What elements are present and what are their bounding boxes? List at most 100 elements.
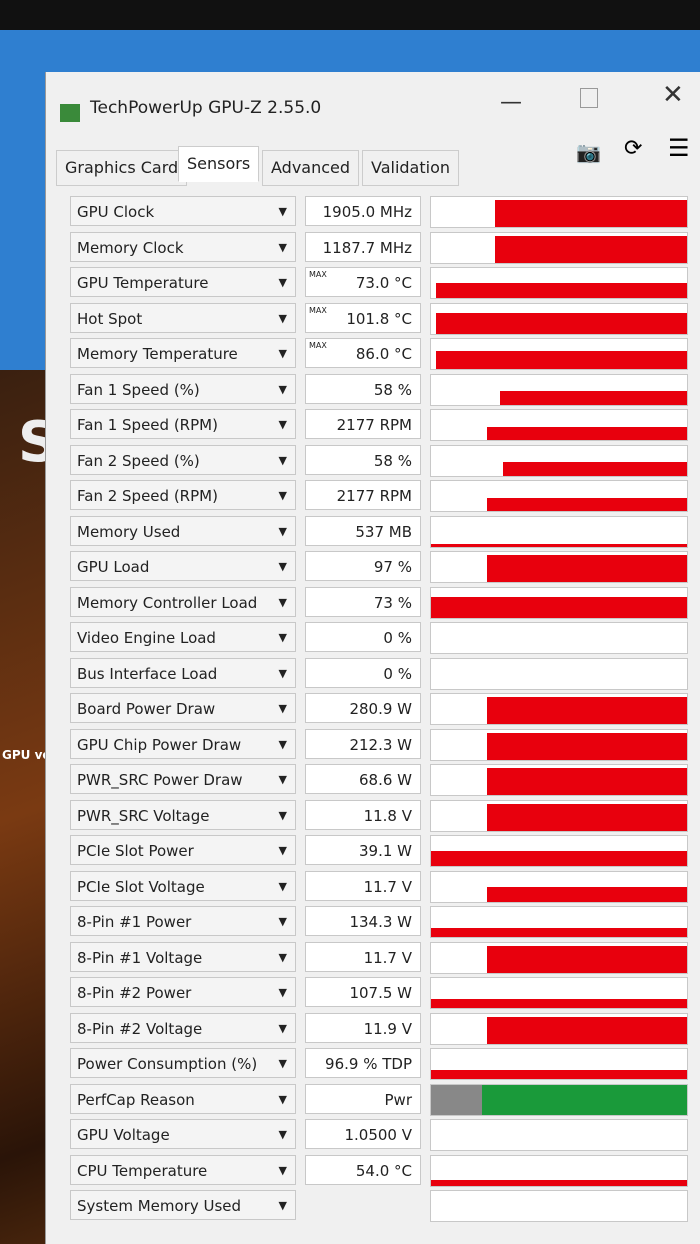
sensor-graph <box>430 444 688 477</box>
sensor-value: 58 % <box>305 444 421 475</box>
graph-fill <box>487 497 687 511</box>
tab[interactable]: Graphics Card <box>56 150 188 186</box>
tab[interactable]: Validation <box>362 150 460 186</box>
dropdown-arrow[interactable]: ▼ <box>278 1163 287 1177</box>
sensor-graph <box>430 1190 688 1222</box>
graph-fill <box>431 596 687 618</box>
dropdown-arrow[interactable]: ▼ <box>278 560 287 573</box>
sensor-graph <box>430 622 688 654</box>
sensor-label[interactable]: PCIe Slot Voltage ▼ <box>70 870 296 901</box>
dropdown-arrow[interactable]: ▼ <box>278 986 287 999</box>
dropdown-arrow[interactable]: ▼ <box>278 631 287 644</box>
dropdown-arrow[interactable]: ▼ <box>278 347 287 360</box>
refresh-button[interactable]: ⟳ <box>624 136 643 161</box>
sensor-value: 11.9 V <box>305 1012 421 1043</box>
dropdown-arrow[interactable]: ▼ <box>278 276 287 289</box>
sensor-graph <box>430 196 688 228</box>
dropdown-arrow[interactable]: ▼ <box>278 382 287 396</box>
sensor-label[interactable]: GPU Temperature ▼ <box>70 267 296 297</box>
sensor-label[interactable]: PerfCap Reason ▼ <box>70 1083 296 1114</box>
close-button[interactable]: ✕ <box>662 80 684 110</box>
dropdown-arrow[interactable]: ▼ <box>278 773 287 786</box>
dropdown-arrow[interactable]: ▼ <box>278 915 287 928</box>
dropdown-arrow[interactable]: ▼ <box>278 1021 287 1035</box>
tab[interactable]: Advanced <box>262 150 360 186</box>
sensor-value: 54.0 °C <box>305 1154 421 1185</box>
sensor-label[interactable]: 8-Pin #2 Power ▼ <box>70 977 296 1007</box>
sensor-value: 0 % <box>305 657 421 688</box>
dropdown-arrow[interactable]: ▼ <box>278 1128 287 1141</box>
sensor-label[interactable]: Fan 1 Speed (RPM) ▼ <box>70 409 296 439</box>
dropdown-arrow[interactable]: ▼ <box>278 524 287 538</box>
sensor-graph <box>430 728 688 761</box>
sensor-value: 39.1 W <box>305 835 421 865</box>
dropdown-arrow[interactable]: ▼ <box>278 1092 287 1106</box>
dropdown-arrow[interactable]: ▼ <box>278 240 287 254</box>
tab[interactable]: Sensors <box>178 146 260 182</box>
sensor-graph <box>430 764 688 796</box>
menu-button[interactable]: ☰ <box>668 134 690 162</box>
sensor-graph <box>430 480 688 512</box>
dropdown-arrow[interactable]: ▼ <box>278 489 287 502</box>
sensor-label[interactable]: Memory Temperature ▼ <box>70 338 296 368</box>
dropdown-arrow[interactable]: ▼ <box>278 205 287 218</box>
sensor-label[interactable]: PWR_SRC Voltage ▼ <box>70 799 296 830</box>
dropdown-arrow[interactable]: ▼ <box>278 453 287 467</box>
sensor-label[interactable]: Memory Controller Load ▼ <box>70 586 296 617</box>
sensor-label[interactable]: Memory Clock ▼ <box>70 231 296 262</box>
dropdown-arrow[interactable]: ▼ <box>278 666 287 680</box>
sensor-label[interactable]: GPU Voltage ▼ <box>70 1119 296 1149</box>
dropdown-arrow[interactable]: ▼ <box>278 950 287 964</box>
sensor-graph <box>430 586 688 619</box>
sensor-graph <box>430 835 688 867</box>
sensor-label[interactable]: GPU Load ▼ <box>70 551 296 581</box>
dropdown-arrow[interactable]: ▼ <box>278 595 287 609</box>
sensor-label[interactable]: PCIe Slot Power ▼ <box>70 835 296 865</box>
dropdown-arrow[interactable]: ▼ <box>278 844 287 857</box>
sensor-label[interactable]: Bus Interface Load ▼ <box>70 657 296 688</box>
graph-fill <box>431 928 687 937</box>
dropdown-arrow[interactable]: ▼ <box>278 1199 287 1212</box>
graph-fill <box>487 555 687 582</box>
dropdown-arrow[interactable]: ▼ <box>278 808 287 822</box>
sensor-label[interactable]: Board Power Draw ▼ <box>70 693 296 723</box>
dropdown-arrow[interactable]: ▼ <box>278 1057 287 1070</box>
sensor-label[interactable]: PWR_SRC Power Draw ▼ <box>70 764 296 794</box>
graph-fill <box>487 945 687 973</box>
dropdown-arrow[interactable]: ▼ <box>278 418 287 431</box>
sensor-label[interactable]: 8-Pin #2 Voltage ▼ <box>70 1012 296 1043</box>
dropdown-arrow[interactable]: ▼ <box>278 737 287 751</box>
sensor-label[interactable]: Memory Used ▼ <box>70 515 296 546</box>
sensor-label[interactable]: Hot Spot ▼ <box>70 302 296 333</box>
screenshot-button[interactable]: 📷 <box>576 140 601 164</box>
sensor-label[interactable]: GPU Clock ▼ <box>70 196 296 226</box>
sensor-graph <box>430 267 688 299</box>
maximize-button[interactable] <box>580 88 598 108</box>
sensor-label[interactable]: 8-Pin #1 Voltage ▼ <box>70 941 296 972</box>
graph-fill <box>431 999 687 1008</box>
dropdown-arrow[interactable]: ▼ <box>278 879 287 893</box>
graph-fill <box>500 391 687 405</box>
sensor-label[interactable]: GPU Chip Power Draw ▼ <box>70 728 296 759</box>
sensor-value: 68.6 W <box>305 764 421 794</box>
graph-fill <box>436 351 687 369</box>
sensor-label[interactable]: Power Consumption (%) ▼ <box>70 1048 296 1078</box>
sensor-graph <box>430 941 688 974</box>
minimize-button[interactable]: — <box>500 90 522 115</box>
sensor-label[interactable]: Video Engine Load ▼ <box>70 622 296 652</box>
sensor-label[interactable]: Fan 1 Speed (%) ▼ <box>70 373 296 404</box>
graph-fill <box>495 235 687 263</box>
sensor-graph <box>430 1048 688 1080</box>
max-indicator: MAX <box>309 341 327 350</box>
sensor-label[interactable]: 8-Pin #1 Power ▼ <box>70 906 296 936</box>
sensor-value: 134.3 W <box>305 906 421 936</box>
sensor-value: 2177 RPM <box>305 409 421 439</box>
dropdown-arrow[interactable]: ▼ <box>278 311 287 325</box>
sensor-label[interactable]: Fan 2 Speed (RPM) ▼ <box>70 480 296 510</box>
sensor-label[interactable]: System Memory Used ▼ <box>70 1190 296 1220</box>
graph-fill <box>436 283 687 298</box>
sensor-graph <box>430 338 688 370</box>
sensor-label[interactable]: CPU Temperature ▼ <box>70 1154 296 1185</box>
dropdown-arrow[interactable]: ▼ <box>278 702 287 715</box>
sensor-label[interactable]: Fan 2 Speed (%) ▼ <box>70 444 296 475</box>
